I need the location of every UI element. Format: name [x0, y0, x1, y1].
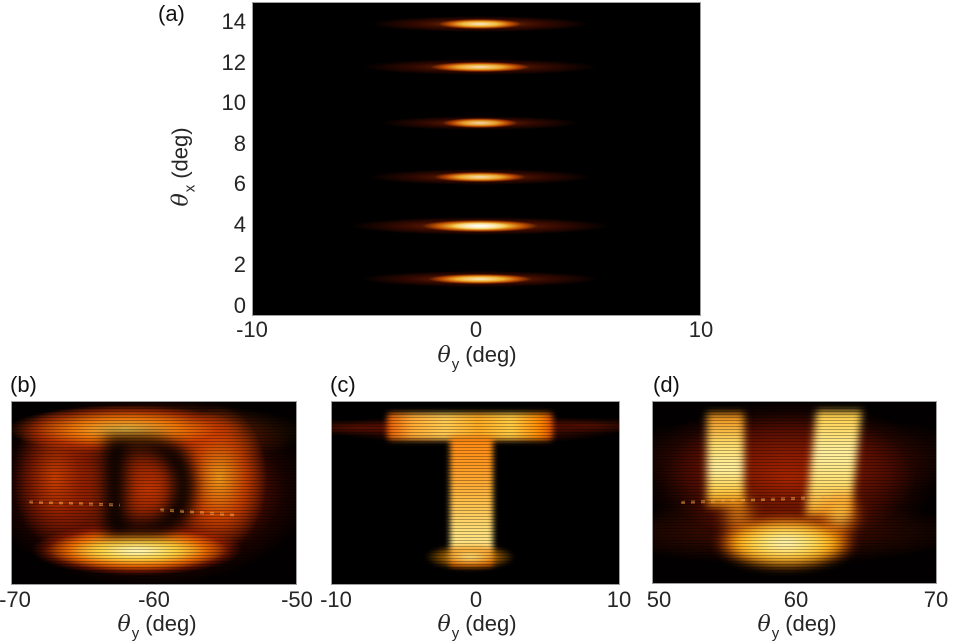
panel-a-ytick-10: 10	[221, 90, 246, 115]
beam-streak-12deg	[340, 58, 620, 76]
panel-d-xtick-60: 60	[783, 587, 809, 612]
beam-streak-7deg	[340, 168, 620, 186]
letter-u-bottom-arc	[715, 510, 863, 569]
panel-c-xtick-neg10: -10	[320, 587, 352, 612]
panel-d-xtick-50: 50	[646, 587, 672, 612]
theta-symbol: θ	[757, 612, 771, 637]
panel-d-xtick-70: 70	[923, 587, 949, 612]
panel-b-xtick-neg70: -70	[0, 587, 31, 612]
beam-streak-4deg	[340, 217, 620, 235]
panel-b-xlabel: θy (deg)	[117, 611, 197, 642]
theta-symbol: θ	[437, 612, 451, 637]
beam-streak-2deg	[340, 270, 620, 288]
theta-subscript: y	[131, 625, 140, 642]
axis-unit: (deg)	[167, 127, 193, 179]
panel-a-ytick-4: 4	[233, 212, 246, 237]
letter-t-bar	[386, 412, 553, 441]
panel-a-xtick-10: 10	[688, 317, 714, 342]
beam-streak-14deg	[340, 15, 620, 33]
panel-a-ytick-0: 0	[233, 293, 246, 318]
scanline-texture	[12, 402, 296, 584]
beam-streak-9deg	[340, 114, 620, 132]
bottom-bright-arc	[41, 534, 232, 569]
axis-unit: (deg)	[785, 611, 837, 636]
scanline-texture	[332, 402, 619, 584]
theta-subscript: x	[181, 184, 199, 193]
theta-symbol: θ	[168, 193, 194, 207]
panel-c-xtick-10: 10	[606, 587, 632, 612]
scanline-texture	[653, 402, 936, 583]
panel-a-ytick-14: 14	[221, 9, 246, 34]
panel-b-xtick-neg60: -60	[138, 587, 170, 612]
panel-c-label: (c)	[330, 372, 356, 397]
theta-subscript: y	[451, 625, 460, 642]
panel-b-heatmap: D	[11, 401, 297, 585]
panel-a-xlabel: θy (deg)	[437, 342, 517, 373]
axis-unit: (deg)	[145, 611, 197, 636]
theta-subscript: y	[771, 625, 780, 642]
panel-a-ylabel: θx (deg)	[167, 127, 199, 207]
panel-d-xlabel: θy (deg)	[757, 611, 837, 642]
panel-a-ytick-6: 6	[233, 171, 246, 196]
axis-unit: (deg)	[465, 342, 517, 367]
panel-c-heatmap	[331, 401, 620, 585]
panel-b-xtick-neg50: -50	[281, 587, 313, 612]
panel-d-label: (d)	[653, 372, 680, 397]
panel-c-xlabel: θy (deg)	[437, 611, 517, 642]
panel-c-xtick-0: 0	[469, 587, 483, 612]
theta-symbol: θ	[117, 612, 131, 637]
panel-a-xtick-0: 0	[469, 317, 483, 342]
panel-a-heatmap	[252, 2, 701, 316]
theta-subscript: y	[451, 356, 460, 374]
panel-b-label: (b)	[10, 372, 37, 397]
panel-a-ytick-12: 12	[221, 50, 246, 75]
panel-a-ytick-2: 2	[233, 252, 246, 277]
theta-symbol: θ	[437, 343, 451, 368]
axis-unit: (deg)	[465, 611, 517, 636]
panel-a-xtick-neg10: -10	[236, 317, 268, 342]
panel-a-label: (a)	[158, 1, 185, 26]
panel-d-heatmap	[652, 401, 937, 584]
stem-bottom-glow	[424, 543, 515, 570]
panel-a-ytick-8: 8	[233, 131, 246, 156]
